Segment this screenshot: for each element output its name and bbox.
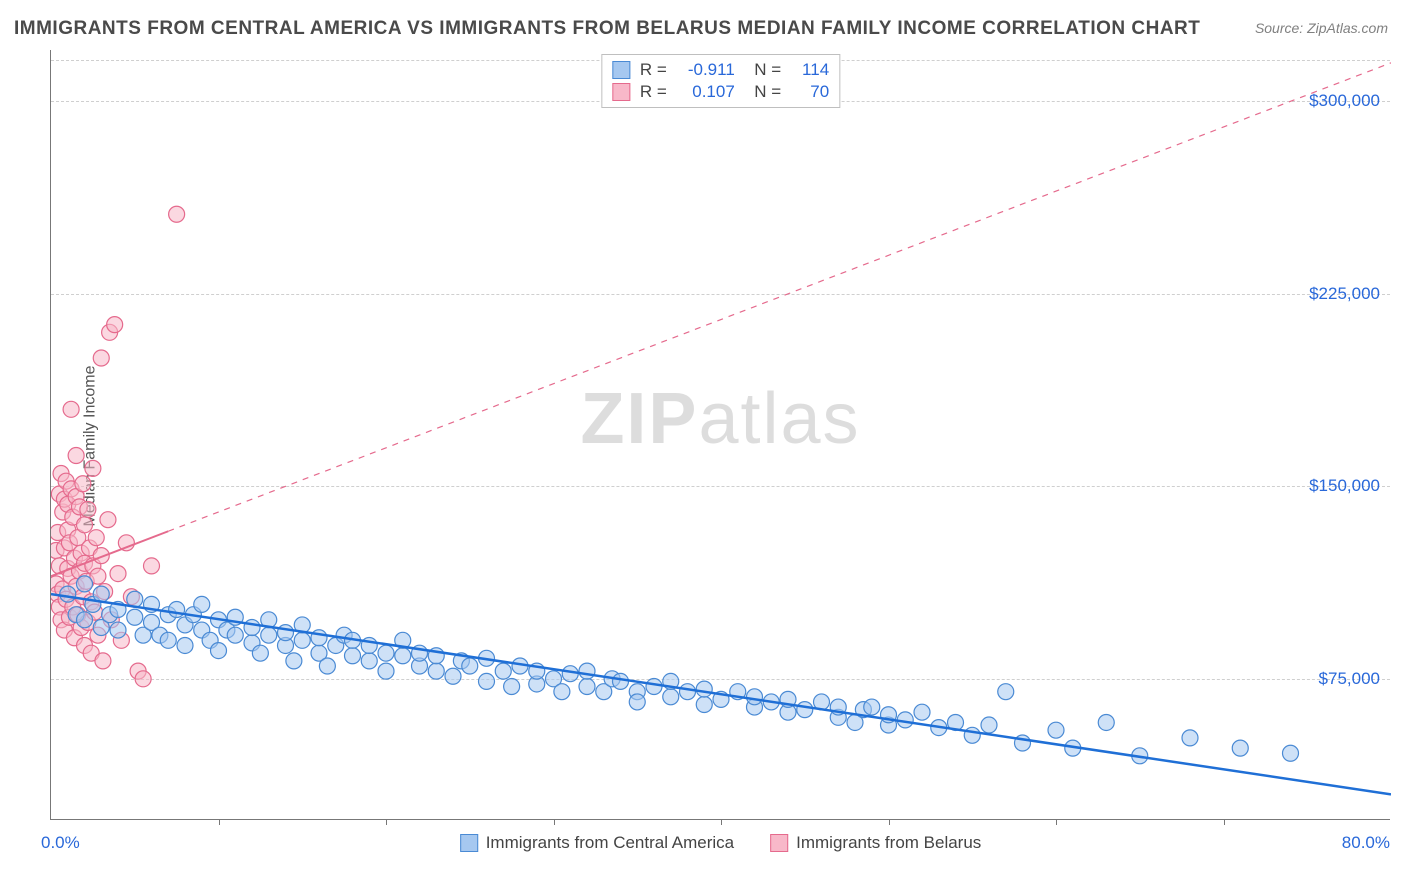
data-point (261, 627, 277, 643)
data-point (169, 206, 185, 222)
stat-n-label-1: N = (745, 82, 781, 102)
data-point (981, 717, 997, 733)
data-point (1232, 740, 1248, 756)
data-point (80, 501, 96, 517)
stat-r-value-1: 0.107 (677, 82, 735, 102)
data-point (107, 317, 123, 333)
data-point (445, 668, 461, 684)
data-point (696, 681, 712, 697)
data-point (663, 689, 679, 705)
legend-item-1: Immigrants from Belarus (770, 833, 981, 853)
data-point (1182, 730, 1198, 746)
data-point (100, 512, 116, 528)
data-point (252, 645, 268, 661)
trend-line (51, 594, 1391, 794)
data-point (227, 627, 243, 643)
data-point (177, 637, 193, 653)
data-point (1283, 745, 1299, 761)
data-point (211, 643, 227, 659)
data-point (462, 658, 478, 674)
data-point (479, 673, 495, 689)
chart-title: IMMIGRANTS FROM CENTRAL AMERICA VS IMMIG… (14, 18, 1200, 40)
data-point (579, 679, 595, 695)
data-point (1098, 714, 1114, 730)
data-point (554, 684, 570, 700)
stat-n-label-0: N = (745, 60, 781, 80)
data-point (75, 476, 91, 492)
data-point (93, 350, 109, 366)
data-point (85, 460, 101, 476)
data-point (110, 622, 126, 638)
data-point (294, 632, 310, 648)
legend-label-1: Immigrants from Belarus (796, 833, 981, 853)
data-point (495, 663, 511, 679)
data-point (278, 625, 294, 641)
data-point (127, 609, 143, 625)
stat-r-value-0: -0.911 (677, 60, 735, 80)
stats-legend-box: R = -0.911 N = 114 R = 0.107 N = 70 (601, 54, 840, 108)
data-point (319, 658, 335, 674)
stat-r-label-0: R = (640, 60, 667, 80)
stats-row-series-1: R = 0.107 N = 70 (612, 81, 829, 103)
stat-n-value-1: 70 (791, 82, 829, 102)
legend-swatch-1 (770, 834, 788, 852)
data-point (998, 684, 1014, 700)
legend-swatch-0 (460, 834, 478, 852)
swatch-series-0 (612, 61, 630, 79)
legend-item-0: Immigrants from Central America (460, 833, 734, 853)
data-point (914, 704, 930, 720)
swatch-series-1 (612, 83, 630, 101)
data-point (63, 401, 79, 417)
data-point (194, 596, 210, 612)
data-point (60, 586, 76, 602)
data-point (77, 517, 93, 533)
data-point (646, 679, 662, 695)
data-point (68, 448, 84, 464)
data-point (361, 653, 377, 669)
chart-container: IMMIGRANTS FROM CENTRAL AMERICA VS IMMIG… (0, 0, 1406, 892)
legend-label-0: Immigrants from Central America (486, 833, 734, 853)
data-point (169, 602, 185, 618)
data-point (345, 648, 361, 664)
data-point (160, 632, 176, 648)
stat-r-label-1: R = (640, 82, 667, 102)
data-point (747, 689, 763, 705)
data-point (504, 679, 520, 695)
data-point (378, 663, 394, 679)
data-point (864, 699, 880, 715)
x-axis-min-label: 0.0% (41, 833, 80, 853)
data-point (1048, 722, 1064, 738)
x-axis-max-label: 80.0% (1342, 833, 1390, 853)
data-point (135, 671, 151, 687)
legend-bottom: Immigrants from Central America Immigran… (460, 833, 982, 853)
data-point (579, 663, 595, 679)
scatter-svg (51, 50, 1391, 820)
data-point (428, 663, 444, 679)
data-point (696, 697, 712, 713)
data-point (613, 673, 629, 689)
trend-line-dashed (168, 63, 1391, 531)
data-point (244, 620, 260, 636)
data-point (95, 653, 111, 669)
data-point (77, 576, 93, 592)
data-point (110, 566, 126, 582)
data-point (395, 648, 411, 664)
data-point (88, 530, 104, 546)
data-point (629, 694, 645, 710)
data-point (77, 612, 93, 628)
source-label: Source: ZipAtlas.com (1255, 20, 1388, 36)
data-point (144, 558, 160, 574)
plot-area: ZIPatlas $75,000$150,000$225,000$300,000… (50, 50, 1390, 820)
data-point (378, 645, 394, 661)
stat-n-value-0: 114 (791, 60, 829, 80)
data-point (797, 702, 813, 718)
data-point (286, 653, 302, 669)
data-point (680, 684, 696, 700)
stats-row-series-0: R = -0.911 N = 114 (612, 59, 829, 81)
